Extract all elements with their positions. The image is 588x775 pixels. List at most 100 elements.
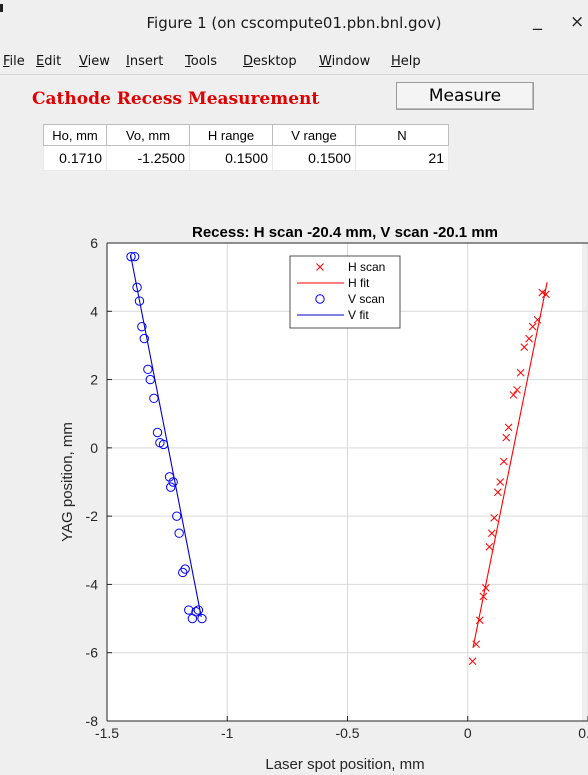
v-scan-point xyxy=(139,333,149,344)
measure-button[interactable]: Measure xyxy=(396,82,534,110)
series-h-scan xyxy=(468,288,550,666)
menu-tools-mnemonic: T xyxy=(185,54,191,69)
h-scan-point xyxy=(520,343,529,351)
window-title: Figure 1 (on cscompute01.pbn.bnl.gov) xyxy=(146,14,442,32)
h-scan-point xyxy=(493,488,502,497)
minimize-button[interactable]: _ xyxy=(533,10,542,31)
menu-window-mnemonic: W xyxy=(319,54,332,69)
menu-help[interactable]: Help xyxy=(391,54,421,69)
legend-o-marker xyxy=(315,294,325,304)
legend-x-marker xyxy=(316,263,324,271)
h-scan-point xyxy=(487,529,496,538)
v-scan-point xyxy=(168,477,178,487)
v-fit-line xyxy=(130,254,202,617)
h-scan-point xyxy=(496,478,505,486)
v-scan-point xyxy=(193,605,204,615)
window-titlebar: Figure 1 (on cscompute01.pbn.bnl.gov) _ … xyxy=(0,0,588,46)
v-scan-point xyxy=(174,528,184,538)
value-ho[interactable]: 0.1710 xyxy=(43,145,107,171)
value-n[interactable]: 21 xyxy=(355,145,449,171)
close-button[interactable]: × xyxy=(570,12,585,32)
series-h-fit xyxy=(472,282,548,648)
menu-bar: File Edit View Insert Tools Desktop Wind… xyxy=(0,46,588,75)
h-scan-point xyxy=(516,368,525,377)
value-h-range[interactable]: 0.1500 xyxy=(189,145,273,171)
legend-item-h-scan: H scan xyxy=(316,260,385,274)
x-tick-label: -0.5 xyxy=(335,725,359,741)
column-header-v-range: V range xyxy=(272,124,356,146)
menu-view-rest: iew xyxy=(87,54,110,69)
menu-help-rest: elp xyxy=(400,54,421,69)
menu-desktop-rest: esktop xyxy=(253,54,297,69)
y-tick-label: -4 xyxy=(86,576,99,592)
v-scan-point xyxy=(172,511,182,521)
x-tick-label: 0.5 xyxy=(578,725,588,741)
chart-title: Recess: H scan -20.4 mm, V scan -20.1 mm xyxy=(192,224,498,241)
x-tick-label: -1.5 xyxy=(95,725,119,741)
y-tick-label: -2 xyxy=(86,508,99,524)
h-scan-point xyxy=(499,457,508,466)
menu-tools[interactable]: Tools xyxy=(185,54,217,69)
v-scan-point xyxy=(143,364,153,375)
h-scan-point xyxy=(490,513,499,522)
y-tick-label: 2 xyxy=(90,372,98,388)
menu-desktop-mnemonic: D xyxy=(243,54,254,69)
h-scan-point xyxy=(528,322,537,331)
h-scan-point xyxy=(481,583,490,592)
menu-file-mnemonic: F xyxy=(3,54,10,69)
v-scan-point xyxy=(137,321,147,332)
y-tick-label: -8 xyxy=(86,713,99,729)
menu-desktop[interactable]: Desktop xyxy=(243,54,297,69)
menu-edit-mnemonic: E xyxy=(36,54,45,69)
v-scan-point xyxy=(134,296,145,306)
parameter-table: Ho, mm Vo, mm H range V range N 0.1710 -… xyxy=(43,124,449,171)
app-title: Cathode Recess Measurement xyxy=(32,89,320,109)
v-scan-point xyxy=(166,482,176,492)
h-fit-line xyxy=(472,282,548,648)
x-axis-label: Laser spot position, mm xyxy=(265,756,424,773)
legend-item-h-fit: H fit xyxy=(297,276,370,290)
legend-label: V fit xyxy=(348,308,369,322)
series-v-scan xyxy=(126,251,207,624)
menu-tools-rest: ools xyxy=(190,54,218,69)
v-scan-point xyxy=(197,613,207,624)
h-scan-point xyxy=(525,334,533,343)
y-tick-label: 4 xyxy=(90,303,98,319)
parameter-value-row: 0.1710 -1.2500 0.1500 0.1500 21 xyxy=(43,145,449,171)
menu-view[interactable]: View xyxy=(79,54,110,69)
menu-file[interactable]: File xyxy=(3,54,25,69)
y-tick-label: 6 xyxy=(90,235,98,251)
h-scan-point xyxy=(502,433,511,442)
v-scan-point xyxy=(126,251,136,262)
menu-help-mnemonic: H xyxy=(391,54,401,69)
legend: H scan H fit V scan V fit xyxy=(289,255,401,329)
x-tick-label: 0 xyxy=(464,725,472,741)
h-scan-point xyxy=(542,290,550,299)
menu-window-rest: indow xyxy=(331,54,371,69)
menu-window[interactable]: Window xyxy=(319,54,370,69)
menu-insert[interactable]: Insert xyxy=(126,54,163,69)
v-scan-point xyxy=(132,282,142,293)
h-scan-point xyxy=(513,385,521,394)
axis-ticks: -1.5 -1 -0.5 0 0.5 -8 -6 -4 -2 0 2 4 6 xyxy=(86,235,588,741)
x-tick-label: -1 xyxy=(221,725,234,741)
legend-label: H fit xyxy=(348,276,370,290)
h-scan-point xyxy=(475,616,484,625)
value-v-range[interactable]: 0.1500 xyxy=(272,145,356,171)
menu-edit[interactable]: Edit xyxy=(36,54,61,69)
plot-series xyxy=(126,251,550,666)
legend-box xyxy=(289,255,401,329)
h-scan-point xyxy=(504,423,513,432)
series-v-fit xyxy=(130,254,202,617)
h-scan-point xyxy=(509,391,518,399)
menu-view-mnemonic: V xyxy=(79,54,88,69)
v-scan-point xyxy=(184,605,194,615)
legend-item-v-scan: V scan xyxy=(315,292,385,306)
menu-edit-rest: dit xyxy=(44,54,62,69)
h-scan-point xyxy=(485,543,494,551)
column-header-vo: Vo, mm xyxy=(106,124,190,146)
value-vo[interactable]: -1.2500 xyxy=(106,145,190,171)
y-tick-label: -6 xyxy=(86,645,99,661)
y-axis-label: YAG position, mm xyxy=(59,422,76,542)
